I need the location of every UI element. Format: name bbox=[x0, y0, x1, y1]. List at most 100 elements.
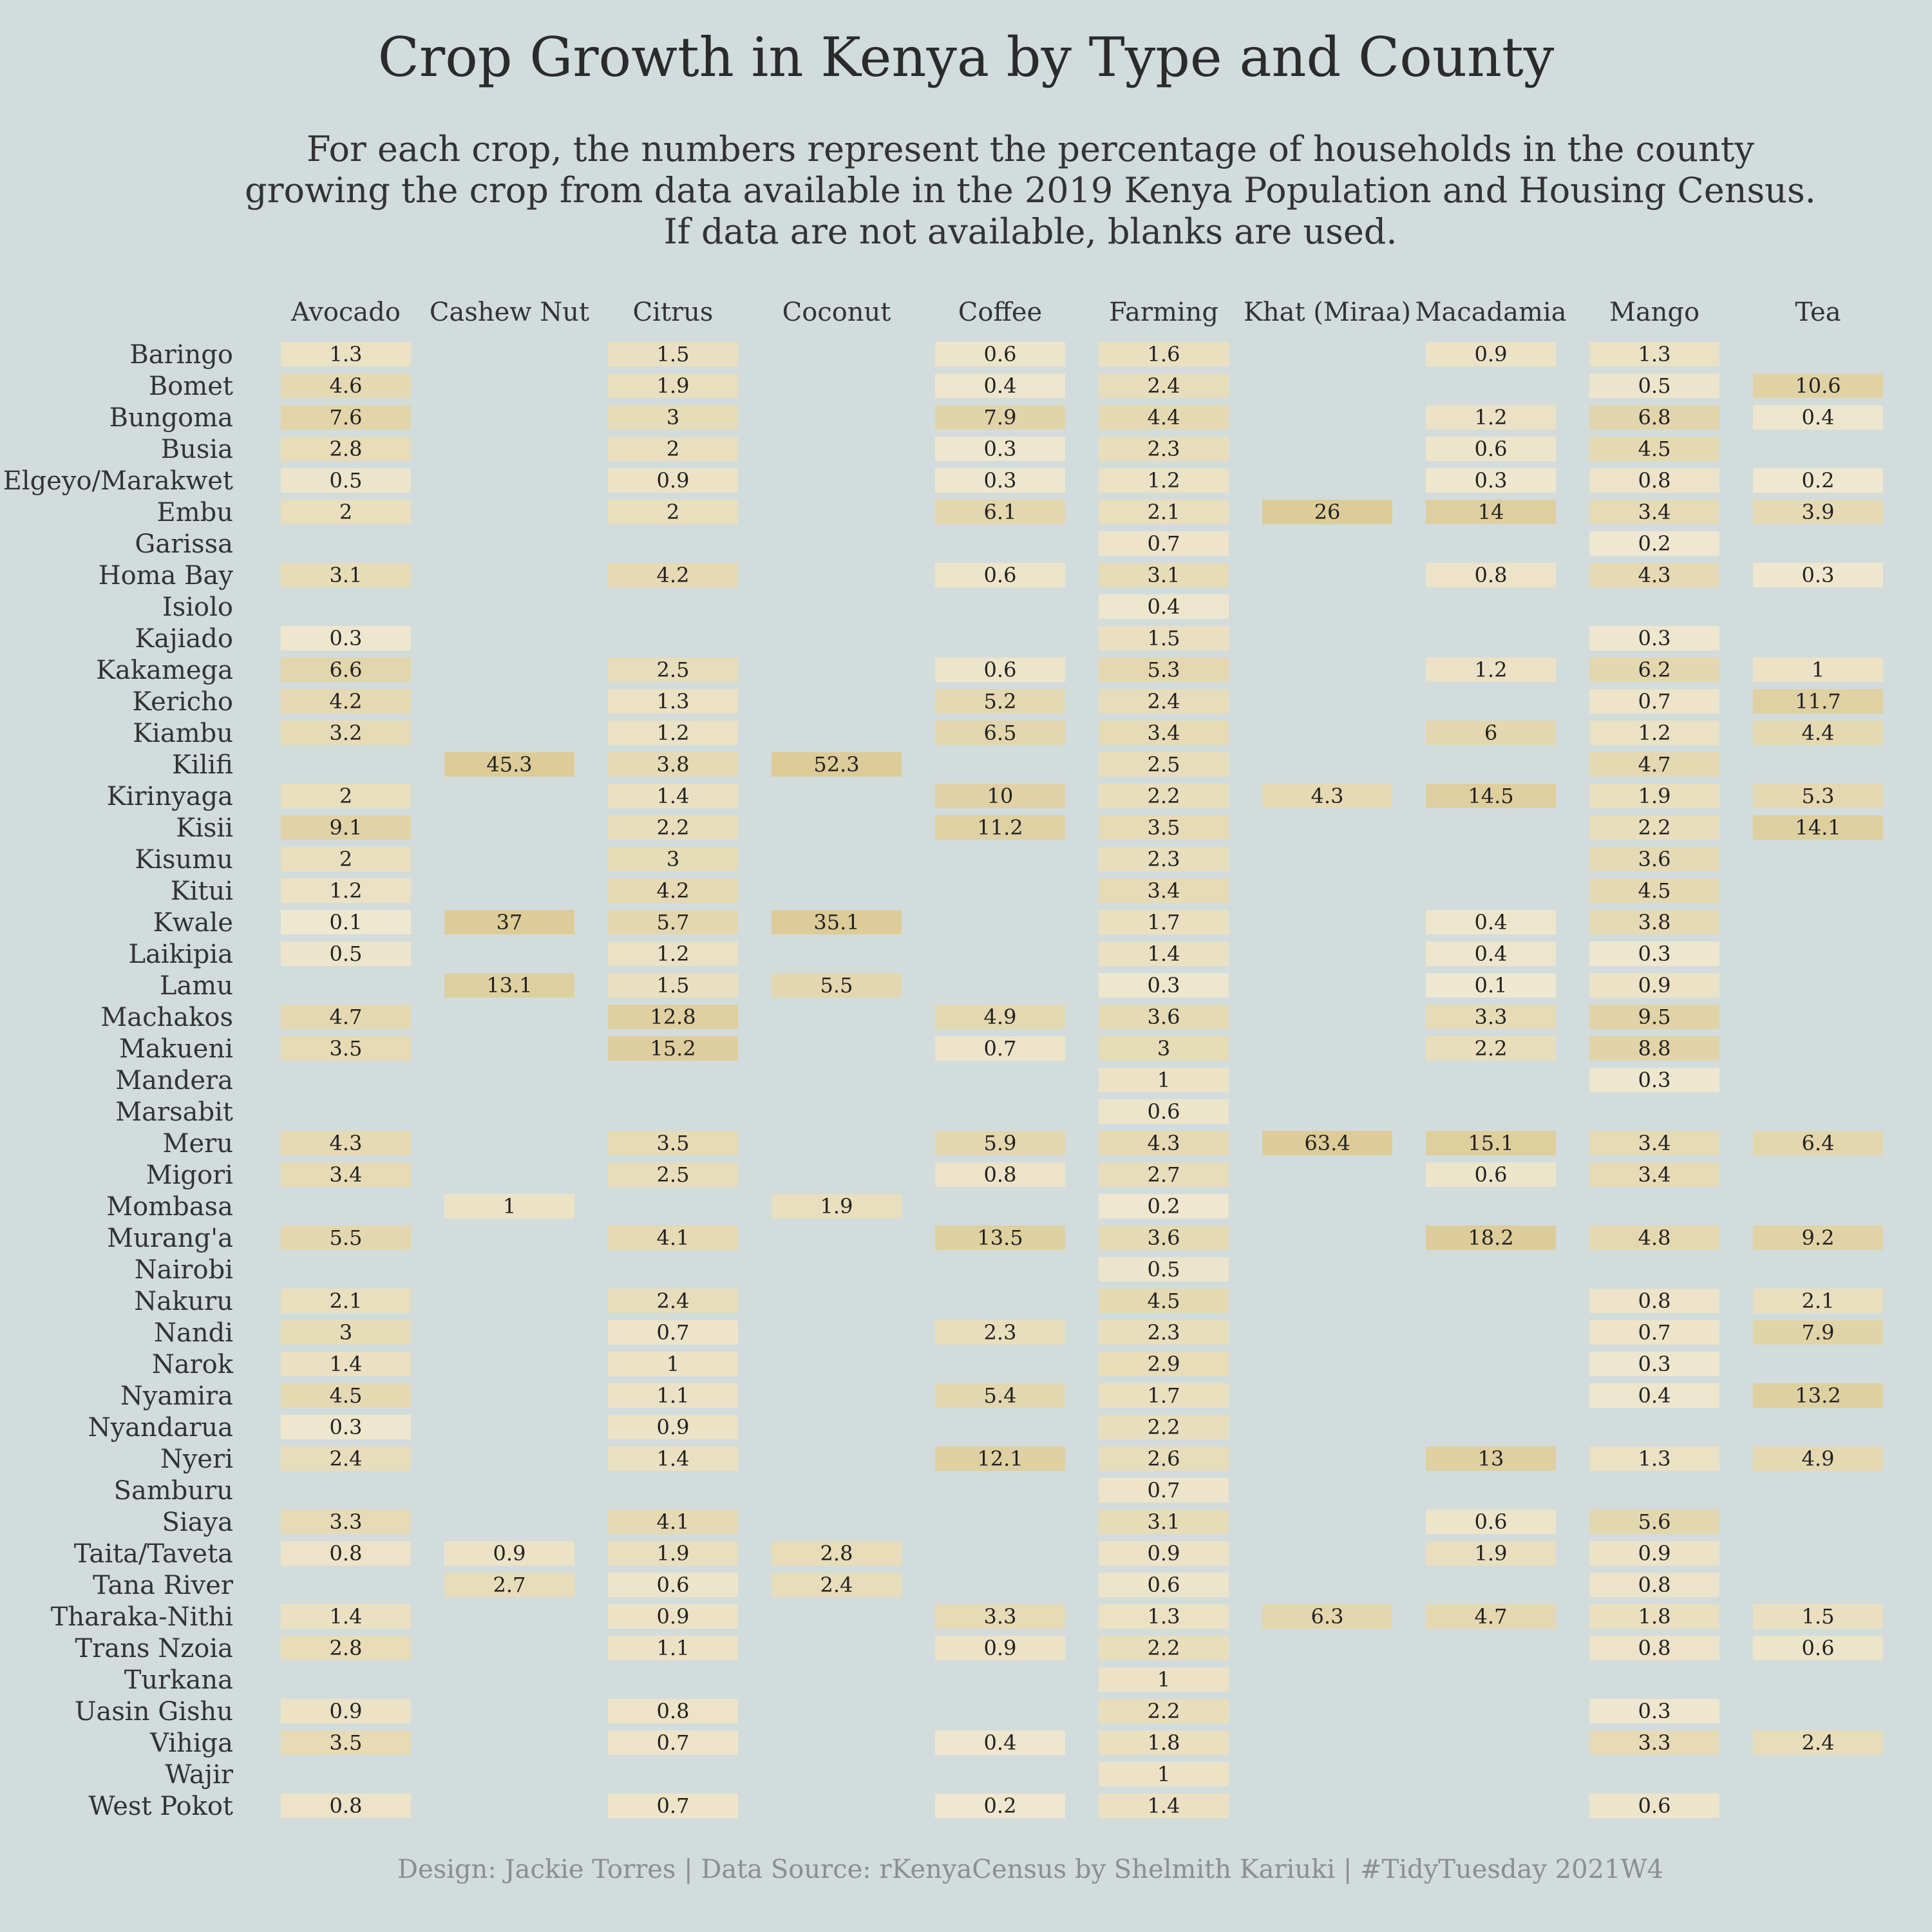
cell-vihiga-avocado bbox=[281, 1730, 411, 1755]
cell-value-vihiga-avocado: 3.5 bbox=[330, 1730, 363, 1755]
cell-elgeyo-marakwet-coffee bbox=[935, 468, 1065, 493]
cell-value-busia-farming: 2.3 bbox=[1148, 437, 1180, 461]
cell-meru-avocado bbox=[281, 1131, 411, 1155]
row-label-tharaka-nithi: Tharaka-Nithi bbox=[51, 1602, 233, 1632]
cell-value-mombasa-cashew-nut: 1 bbox=[503, 1194, 516, 1218]
cell-taita-taveta-farming bbox=[1099, 1541, 1229, 1566]
cell-value-makueni-farming: 3 bbox=[1157, 1036, 1170, 1061]
cell-vihiga-coffee bbox=[935, 1730, 1065, 1755]
cell-value-kirinyaga-farming: 2.2 bbox=[1148, 784, 1180, 808]
cell-value-kiambu-mango: 1.2 bbox=[1638, 721, 1671, 745]
cell-machakos-macadamia bbox=[1426, 1005, 1556, 1029]
cell-nyeri-mango bbox=[1589, 1446, 1719, 1471]
cell-value-elgeyo-marakwet-coffee: 0.3 bbox=[984, 468, 1017, 493]
cell-kakamega-macadamia bbox=[1426, 658, 1556, 682]
cell-value-embu-citrus: 2 bbox=[667, 500, 679, 524]
cell-value-nandi-citrus: 0.7 bbox=[657, 1320, 690, 1345]
cell-value-kirinyaga-coffee: 10 bbox=[987, 784, 1014, 808]
cell-value-murang-a-avocado: 5.5 bbox=[330, 1226, 363, 1250]
cell-kisii-farming bbox=[1099, 815, 1229, 840]
cell-busia-citrus bbox=[608, 437, 738, 461]
cell-kilifi-farming bbox=[1099, 752, 1229, 777]
cell-value-baringo-coffee: 0.6 bbox=[984, 342, 1017, 366]
cell-value-kakamega-farming: 5.3 bbox=[1148, 658, 1180, 682]
cell-value-machakos-coffee: 4.9 bbox=[984, 1005, 1017, 1029]
cell-value-kericho-mango: 0.7 bbox=[1638, 689, 1671, 714]
row-label-busia: Busia bbox=[161, 435, 233, 464]
cell-kakamega-tea bbox=[1753, 658, 1883, 682]
cell-value-kwale-avocado: 0.1 bbox=[330, 910, 363, 934]
cell-value-narok-mango: 0.3 bbox=[1638, 1352, 1671, 1376]
cell-value-kisii-coffee: 11.2 bbox=[977, 815, 1023, 840]
cell-value-kakamega-macadamia: 1.2 bbox=[1475, 658, 1508, 682]
row-label-kisumu: Kisumu bbox=[135, 845, 233, 875]
cell-value-kakamega-coffee: 0.6 bbox=[984, 658, 1017, 682]
cell-value-busia-citrus: 2 bbox=[667, 437, 679, 461]
cell-lamu-macadamia bbox=[1426, 973, 1556, 998]
cell-value-lamu-macadamia: 0.1 bbox=[1475, 973, 1508, 998]
cell-value-kwale-macadamia: 0.4 bbox=[1475, 910, 1508, 934]
cell-value-embu-avocado: 2 bbox=[339, 500, 352, 524]
cell-makueni-coffee bbox=[935, 1036, 1065, 1061]
cell-value-kericho-farming: 2.4 bbox=[1148, 689, 1180, 714]
cell-kajiado-mango bbox=[1589, 626, 1719, 650]
cell-samburu-farming bbox=[1099, 1478, 1229, 1502]
cell-kajiado-avocado bbox=[281, 626, 411, 650]
cell-value-homa-bay-avocado: 3.1 bbox=[330, 563, 363, 587]
cell-kisumu-mango bbox=[1589, 847, 1719, 871]
row-label-garissa: Garissa bbox=[135, 529, 233, 559]
cell-murang-a-mango bbox=[1589, 1226, 1719, 1250]
cell-kisii-coffee bbox=[935, 815, 1065, 840]
cell-trans-nzoia-farming bbox=[1099, 1636, 1229, 1660]
cell-value-mandera-mango: 0.3 bbox=[1638, 1068, 1671, 1092]
cell-value-nandi-farming: 2.3 bbox=[1148, 1320, 1180, 1345]
cell-value-west-pokot-avocado: 0.8 bbox=[330, 1794, 363, 1818]
cell-kwale-cashew-nut bbox=[444, 910, 574, 934]
cell-value-kisii-mango: 2.2 bbox=[1638, 815, 1671, 840]
cell-value-kitui-mango: 4.5 bbox=[1638, 878, 1671, 903]
cell-value-samburu-farming: 0.7 bbox=[1148, 1478, 1180, 1502]
cell-value-kisumu-farming: 2.3 bbox=[1148, 847, 1180, 871]
cell-value-elgeyo-marakwet-citrus: 0.9 bbox=[657, 468, 690, 493]
cell-laikipia-macadamia bbox=[1426, 942, 1556, 966]
cell-value-nakuru-tea: 2.1 bbox=[1802, 1289, 1835, 1313]
cell-value-embu-macadamia: 14 bbox=[1478, 500, 1504, 524]
column-header-coconut: Coconut bbox=[782, 298, 891, 327]
row-label-kiambu: Kiambu bbox=[133, 719, 233, 748]
cell-value-migori-coffee: 0.8 bbox=[984, 1162, 1017, 1187]
cell-busia-mango bbox=[1589, 437, 1719, 461]
cell-murang-a-coffee bbox=[935, 1226, 1065, 1250]
cell-meru-macadamia bbox=[1426, 1131, 1556, 1155]
cell-nandi-mango bbox=[1589, 1320, 1719, 1345]
cell-value-migori-citrus: 2.5 bbox=[657, 1162, 690, 1187]
cell-value-uasin-gishu-farming: 2.2 bbox=[1148, 1699, 1180, 1723]
cell-value-nandi-avocado: 3 bbox=[339, 1320, 352, 1345]
cell-kirinyaga-khat-miraa bbox=[1262, 784, 1392, 808]
cell-value-homa-bay-mango: 4.3 bbox=[1638, 563, 1671, 587]
cell-value-kitui-farming: 3.4 bbox=[1148, 878, 1180, 903]
cell-value-bungoma-macadamia: 1.2 bbox=[1475, 405, 1508, 430]
cell-tharaka-nithi-avocado bbox=[281, 1604, 411, 1629]
cell-kakamega-avocado bbox=[281, 658, 411, 682]
cell-garissa-mango bbox=[1589, 531, 1719, 556]
cell-bomet-avocado bbox=[281, 374, 411, 398]
cell-kiambu-tea bbox=[1753, 721, 1883, 745]
cell-value-bungoma-avocado: 7.6 bbox=[330, 405, 363, 430]
cell-siaya-citrus bbox=[608, 1510, 738, 1534]
column-header-tea: Tea bbox=[1795, 298, 1841, 327]
cell-baringo-macadamia bbox=[1426, 342, 1556, 366]
cell-value-homa-bay-coffee: 0.6 bbox=[984, 563, 1017, 587]
cell-value-lamu-farming: 0.3 bbox=[1148, 973, 1180, 998]
cell-baringo-citrus bbox=[608, 342, 738, 366]
cell-value-taita-taveta-coconut: 2.8 bbox=[820, 1541, 853, 1566]
cell-nyeri-citrus bbox=[608, 1446, 738, 1471]
cell-value-lamu-citrus: 1.5 bbox=[657, 973, 690, 998]
row-label-west-pokot: West Pokot bbox=[88, 1792, 233, 1821]
cell-value-nyamira-tea: 13.2 bbox=[1795, 1383, 1841, 1408]
cell-narok-avocado bbox=[281, 1352, 411, 1376]
cell-value-turkana-farming: 1 bbox=[1157, 1667, 1170, 1692]
cell-value-tharaka-nithi-citrus: 0.9 bbox=[657, 1604, 690, 1629]
cell-value-embu-mango: 3.4 bbox=[1638, 500, 1671, 524]
cell-value-baringo-macadamia: 0.9 bbox=[1475, 342, 1508, 366]
